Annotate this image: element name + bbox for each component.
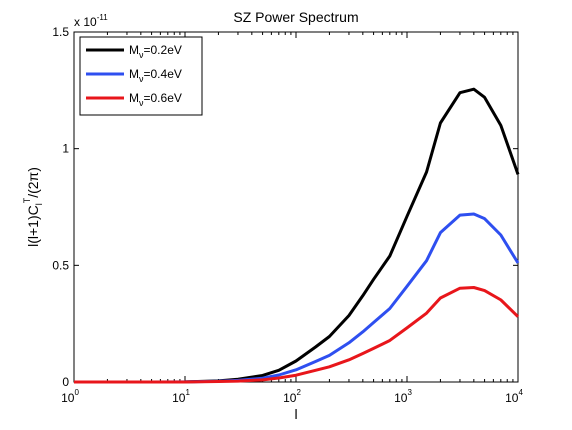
- y-axis-label: l(l+1)ClT/(2π): [22, 167, 44, 247]
- x-tick-label: 100: [61, 388, 79, 405]
- x-tick-label: 104: [505, 388, 523, 405]
- x-tick-label: 101: [172, 388, 190, 405]
- legend-label-1: Mν=0.2eV: [129, 43, 182, 60]
- series-lines: [74, 87, 520, 384]
- series-line-3: [74, 286, 520, 384]
- y-tick-label: 0: [62, 375, 69, 389]
- y-tick-label: 1.5: [52, 25, 69, 39]
- y-exponent-label: x 10-11: [74, 13, 108, 29]
- y-tick-label: 1: [62, 142, 69, 156]
- legend-label-2: Mν=0.4eV: [129, 67, 182, 84]
- y-tick-label: 0.5: [52, 258, 69, 272]
- x-tick-label: 102: [283, 388, 301, 405]
- x-axis-label: l: [294, 406, 297, 422]
- chart-title: SZ Power Spectrum: [233, 9, 358, 25]
- legend: Mν=0.2eV Mν=0.4eV Mν=0.6eV: [79, 36, 203, 116]
- x-tick-label: 103: [394, 388, 412, 405]
- legend-label-3: Mν=0.6eV: [129, 91, 182, 108]
